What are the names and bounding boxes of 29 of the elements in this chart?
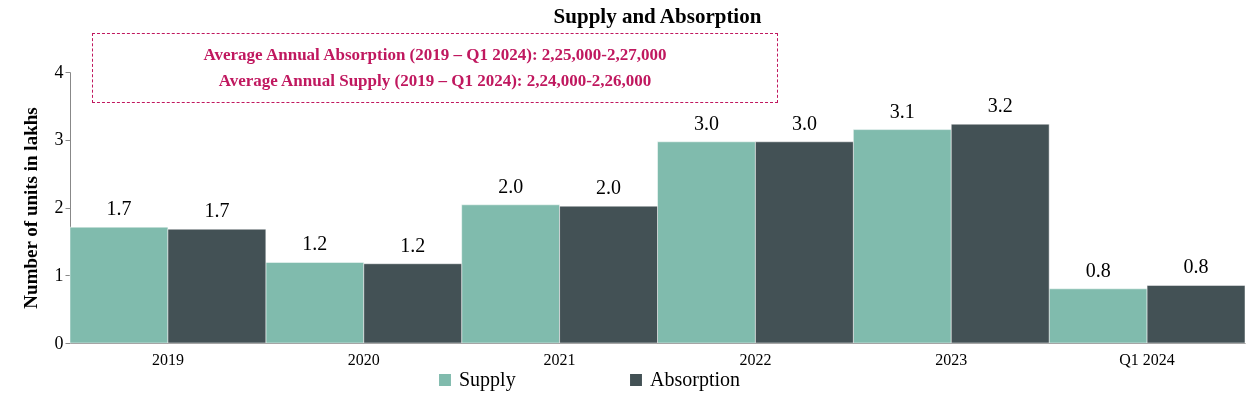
- y-tick-label: 4: [54, 61, 64, 82]
- y-tick-label: 0: [54, 332, 64, 353]
- data-label: 3.1: [889, 99, 915, 122]
- y-tick-label: 2: [54, 197, 64, 217]
- data-label: 1.2: [400, 233, 426, 256]
- data-label: 2.0: [596, 176, 622, 199]
- x-tick-label: 2021: [543, 350, 576, 368]
- data-label: 0.8: [1085, 258, 1111, 281]
- x-tick-label: 2023: [935, 350, 968, 368]
- y-axis-title: Number of units in lakhs: [19, 107, 41, 309]
- data-label: 0.8: [1183, 255, 1209, 278]
- x-tick-label: 2020: [347, 350, 380, 368]
- x-tick-label: Q1 2024: [1119, 350, 1175, 368]
- annotation: Average Annual Supply (2019 – Q1 2024): 2,24,000-2,26,000: [217, 71, 653, 91]
- data-label: 1.7: [106, 197, 132, 220]
- data-label: 1.2: [302, 232, 328, 255]
- legend-label: Absorption: [650, 368, 740, 391]
- y-tick-label: 1: [54, 264, 64, 285]
- data-label: 2.0: [498, 174, 524, 197]
- y-tick-label: 3: [54, 129, 64, 150]
- chart-title: Supply and Absorption: [553, 4, 762, 28]
- legend-label: Supply: [459, 368, 516, 391]
- x-tick-label: 2019: [151, 350, 184, 368]
- data-label: 3.0: [693, 111, 719, 134]
- note-box: Average Annual Absorption (2019 – Q1 2024): 2,25,000-2,27,000 Average Annual Supply (2019 – Q1 2024): 2,24,000-2,26,000: [92, 33, 778, 103]
- x-tick-label: 2022: [739, 350, 772, 368]
- data-label: 1.7: [204, 199, 230, 222]
- data-label: 3.0: [791, 111, 817, 134]
- data-label: 3.2: [987, 94, 1013, 117]
